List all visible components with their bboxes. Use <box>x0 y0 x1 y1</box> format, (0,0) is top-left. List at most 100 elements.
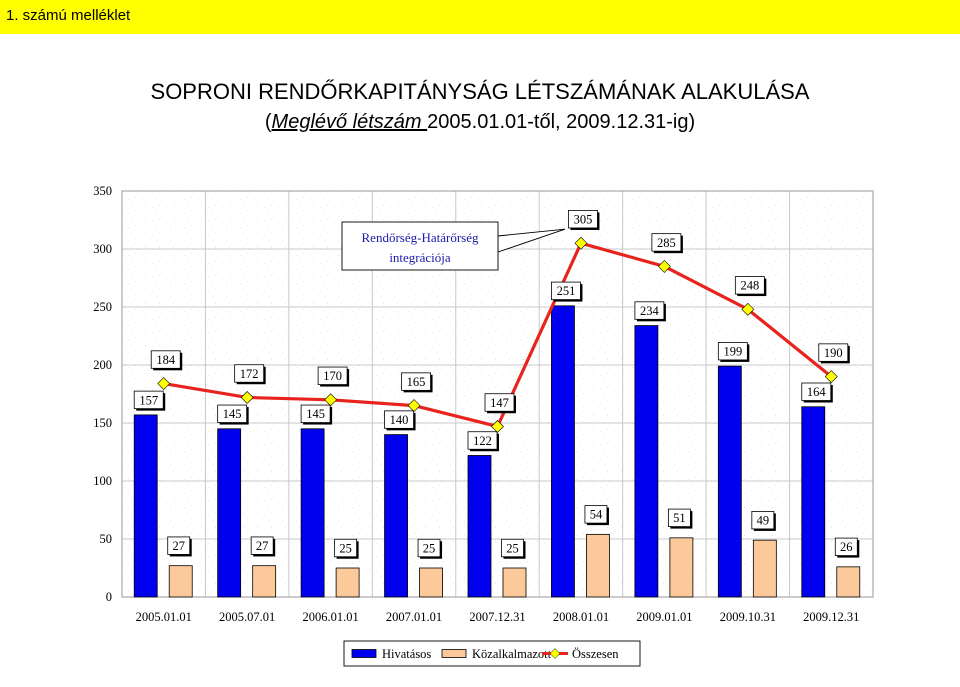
marker-osszesen <box>407 399 421 413</box>
label-osszesen-text: 172 <box>240 367 259 381</box>
bar-hivatasos <box>801 406 826 598</box>
bar-kozalkalmazott <box>168 565 193 598</box>
legend-item[interactable]: Hivatásos <box>351 647 431 661</box>
label-kozalkalmazott: 54 <box>584 505 609 526</box>
bar-kozalkalmazott <box>669 537 694 598</box>
label-osszesen-text: 165 <box>407 375 426 389</box>
label-hivatasos: 145 <box>217 404 249 425</box>
label-osszesen-box <box>234 364 265 383</box>
label-osszesen-text: 248 <box>740 279 759 293</box>
label-hivatasos-text: 164 <box>807 385 827 399</box>
y-tick-label: 100 <box>93 474 112 488</box>
label-osszesen: 305 <box>568 210 600 230</box>
label-hivatasos-box <box>133 390 164 410</box>
label-hivatasos-text: 157 <box>139 393 158 407</box>
bar-kozalkalmazott <box>586 533 610 598</box>
marker-osszesen <box>491 420 504 433</box>
marker-osszesen <box>324 393 338 407</box>
callout-box <box>341 221 499 271</box>
marker-osszesen <box>574 236 588 250</box>
label-hivatasos: 199 <box>717 342 750 362</box>
label-osszesen: 248 <box>734 276 767 297</box>
label-kozalkalmazott-box <box>417 538 441 558</box>
label-osszesen-text: 285 <box>657 236 676 250</box>
marker-osszesen <box>824 370 838 384</box>
label-kozalkalmazott-text: 25 <box>506 541 519 555</box>
label-kozalkalmazott-box <box>167 536 191 555</box>
x-tick-label: 2009.12.31 <box>803 610 859 624</box>
data-labels: 157 27 145 27 145 25 140 25 122 25 251 54 234 51 199 49… <box>133 210 860 559</box>
label-kozalkalmazott-text: 25 <box>423 541 436 555</box>
legend-label: Közalkalmazott <box>472 647 552 661</box>
label-osszesen: 165 <box>401 372 433 393</box>
label-kozalkalmazott-box <box>501 538 524 558</box>
label-osszesen-text: 184 <box>156 353 176 367</box>
bar-hivatasos <box>467 455 492 598</box>
label-hivatasos-text: 199 <box>723 345 742 359</box>
legend-swatch <box>441 649 467 658</box>
label-hivatasos: 251 <box>551 281 583 302</box>
label-osszesen-box <box>317 366 348 385</box>
label-hivatasos: 157 <box>133 390 166 411</box>
label-hivatasos: 140 <box>384 410 416 431</box>
label-kozalkalmazott-text: 26 <box>840 540 853 554</box>
label-hivatasos-text: 145 <box>223 407 242 421</box>
bar-kozalkalmazott <box>419 567 443 598</box>
label-kozalkalmazott: 25 <box>334 538 359 559</box>
label-osszesen-text: 190 <box>824 346 843 360</box>
legend-box <box>343 640 641 667</box>
callout-text: Rendőrség-Határőrség <box>362 230 479 245</box>
x-tick-label: 2008.01.01 <box>553 610 609 624</box>
label-kozalkalmazott-box <box>834 537 858 556</box>
y-tick-label: 350 <box>93 184 112 198</box>
bar-hivatasos <box>133 414 158 598</box>
bar-hivatasos <box>551 305 575 598</box>
x-tick-label: 2007.01.01 <box>386 610 442 624</box>
subtitle-open: ( <box>264 111 272 133</box>
label-hivatasos-box <box>384 410 414 429</box>
bars <box>133 305 861 598</box>
label-osszesen-box <box>734 276 765 295</box>
label-hivatasos: 164 <box>801 382 833 403</box>
x-tick-label: 2009.10.31 <box>720 610 776 624</box>
annex-banner: 1. számú melléklet <box>0 0 960 34</box>
bar-kozalkalmazott <box>335 567 360 598</box>
label-osszesen: 190 <box>818 343 850 364</box>
label-osszesen-box <box>401 372 431 391</box>
total-line <box>157 236 838 433</box>
y-tick-label: 300 <box>93 242 112 256</box>
x-tick-label: 2009.01.01 <box>636 610 692 624</box>
subtitle-rest: 2005.01.01-től, 2009.12.31-ig) <box>427 111 696 133</box>
label-osszesen-text: 305 <box>574 213 593 227</box>
plot-border <box>121 190 874 598</box>
chart-title: SOPRONI RENDŐRKAPITÁNYSÁG LÉTSZÁMÁNAK AL… <box>150 79 810 104</box>
integration-callout: Rendőrség-Határőrség integrációja <box>341 221 566 271</box>
label-kozalkalmazott: 25 <box>417 538 443 559</box>
label-kozalkalmazott-text: 25 <box>339 541 352 555</box>
label-hivatasos: 145 <box>300 404 333 425</box>
callout-text: integrációja <box>389 250 451 265</box>
legend-item[interactable]: Összesen <box>542 647 619 661</box>
label-osszesen: 170 <box>317 366 350 387</box>
label-hivatasos: 122 <box>467 431 499 452</box>
label-kozalkalmazott-box <box>667 508 691 527</box>
label-osszesen-text: 147 <box>490 396 509 410</box>
label-osszesen: 147 <box>484 393 516 414</box>
label-kozalkalmazott: 25 <box>501 538 526 559</box>
label-hivatasos-text: 145 <box>306 407 325 421</box>
label-kozalkalmazott: 26 <box>834 537 860 558</box>
legend-label: Hivatásos <box>382 647 431 661</box>
label-kozalkalmazott-text: 54 <box>590 508 603 522</box>
label-hivatasos-box <box>551 281 581 300</box>
label-osszesen-box <box>150 350 181 369</box>
y-tick-label: 200 <box>93 358 112 372</box>
x-tick-label: 2005.07.01 <box>219 610 275 624</box>
label-hivatasos-box <box>634 301 665 320</box>
legend[interactable]: Hivatásos Közalkalmazott Összesen <box>343 640 641 667</box>
legend-item[interactable]: Közalkalmazott <box>441 647 552 661</box>
subtitle-link[interactable]: Meglévő létszám <box>271 111 428 133</box>
x-tick-label: 2005.01.01 <box>136 610 192 624</box>
label-kozalkalmazott: 27 <box>250 536 276 557</box>
y-tick-label: 150 <box>93 416 112 430</box>
label-osszesen-box <box>484 393 515 412</box>
